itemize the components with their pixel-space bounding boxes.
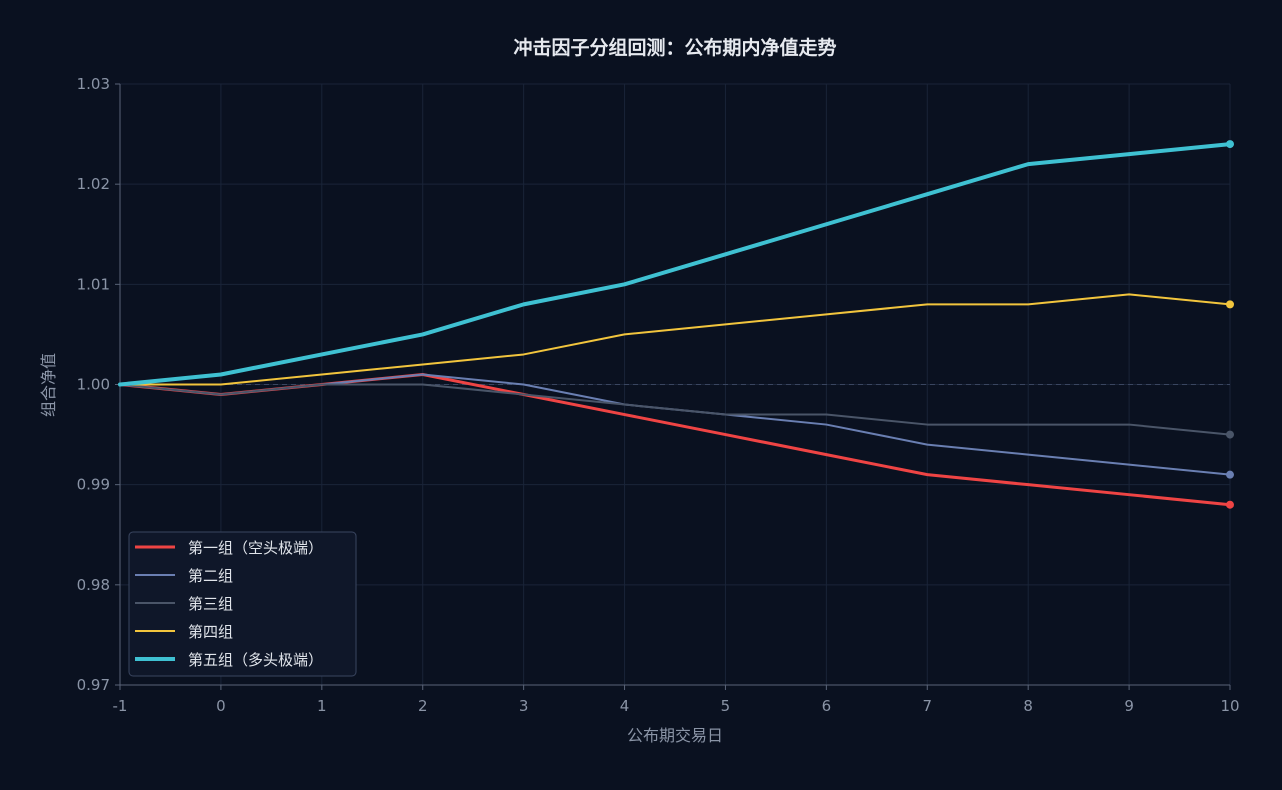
x-tick-label: 1 bbox=[317, 697, 327, 715]
y-tick-label: 0.97 bbox=[77, 676, 110, 694]
y-tick-label: 1.01 bbox=[77, 275, 110, 293]
series-end-marker-3 bbox=[1226, 430, 1234, 439]
x-tick-label: 2 bbox=[418, 697, 428, 715]
y-tick-label: 1.00 bbox=[77, 376, 110, 394]
legend-label: 第五组（多头极端） bbox=[188, 651, 323, 669]
x-tick-label: 5 bbox=[721, 697, 731, 715]
y-axis-label: 组合净值 bbox=[39, 353, 58, 417]
x-tick-label: -1 bbox=[113, 697, 128, 715]
series-line-5 bbox=[118, 142, 1232, 387]
x-tick-label: 8 bbox=[1023, 697, 1033, 715]
y-tick-label: 0.98 bbox=[77, 576, 110, 594]
legend-label: 第四组 bbox=[188, 623, 233, 641]
legend-label: 第一组（空头极端） bbox=[188, 539, 323, 557]
y-tick-label: 0.99 bbox=[77, 476, 110, 494]
series-end-marker-5 bbox=[1226, 140, 1234, 149]
series-end-marker-1 bbox=[1226, 500, 1234, 509]
x-tick-label: 10 bbox=[1220, 697, 1239, 715]
legend-box bbox=[128, 531, 357, 677]
x-tick-label: 9 bbox=[1124, 697, 1134, 715]
y-tick-label: 1.03 bbox=[77, 75, 110, 93]
series-end-marker-4 bbox=[1226, 300, 1234, 309]
x-tick-label: 7 bbox=[922, 697, 932, 715]
x-tick-label: 3 bbox=[519, 697, 529, 715]
x-tick-label: 4 bbox=[620, 697, 630, 715]
legend-label: 第二组 bbox=[188, 567, 233, 585]
series-end-marker-2 bbox=[1226, 470, 1234, 479]
y-tick-label: 1.02 bbox=[77, 175, 110, 193]
series-line-1 bbox=[118, 372, 1232, 507]
x-tick-label: 0 bbox=[216, 697, 226, 715]
series-line-4 bbox=[119, 293, 1231, 386]
legend-label: 第三组 bbox=[188, 595, 233, 613]
chart-title: 冲击因子分组回测：公布期内净值走势 bbox=[513, 36, 836, 59]
x-tick-label: 6 bbox=[822, 697, 832, 715]
x-axis-label: 公布期交易日 bbox=[627, 726, 723, 745]
series-line-3 bbox=[119, 383, 1231, 436]
